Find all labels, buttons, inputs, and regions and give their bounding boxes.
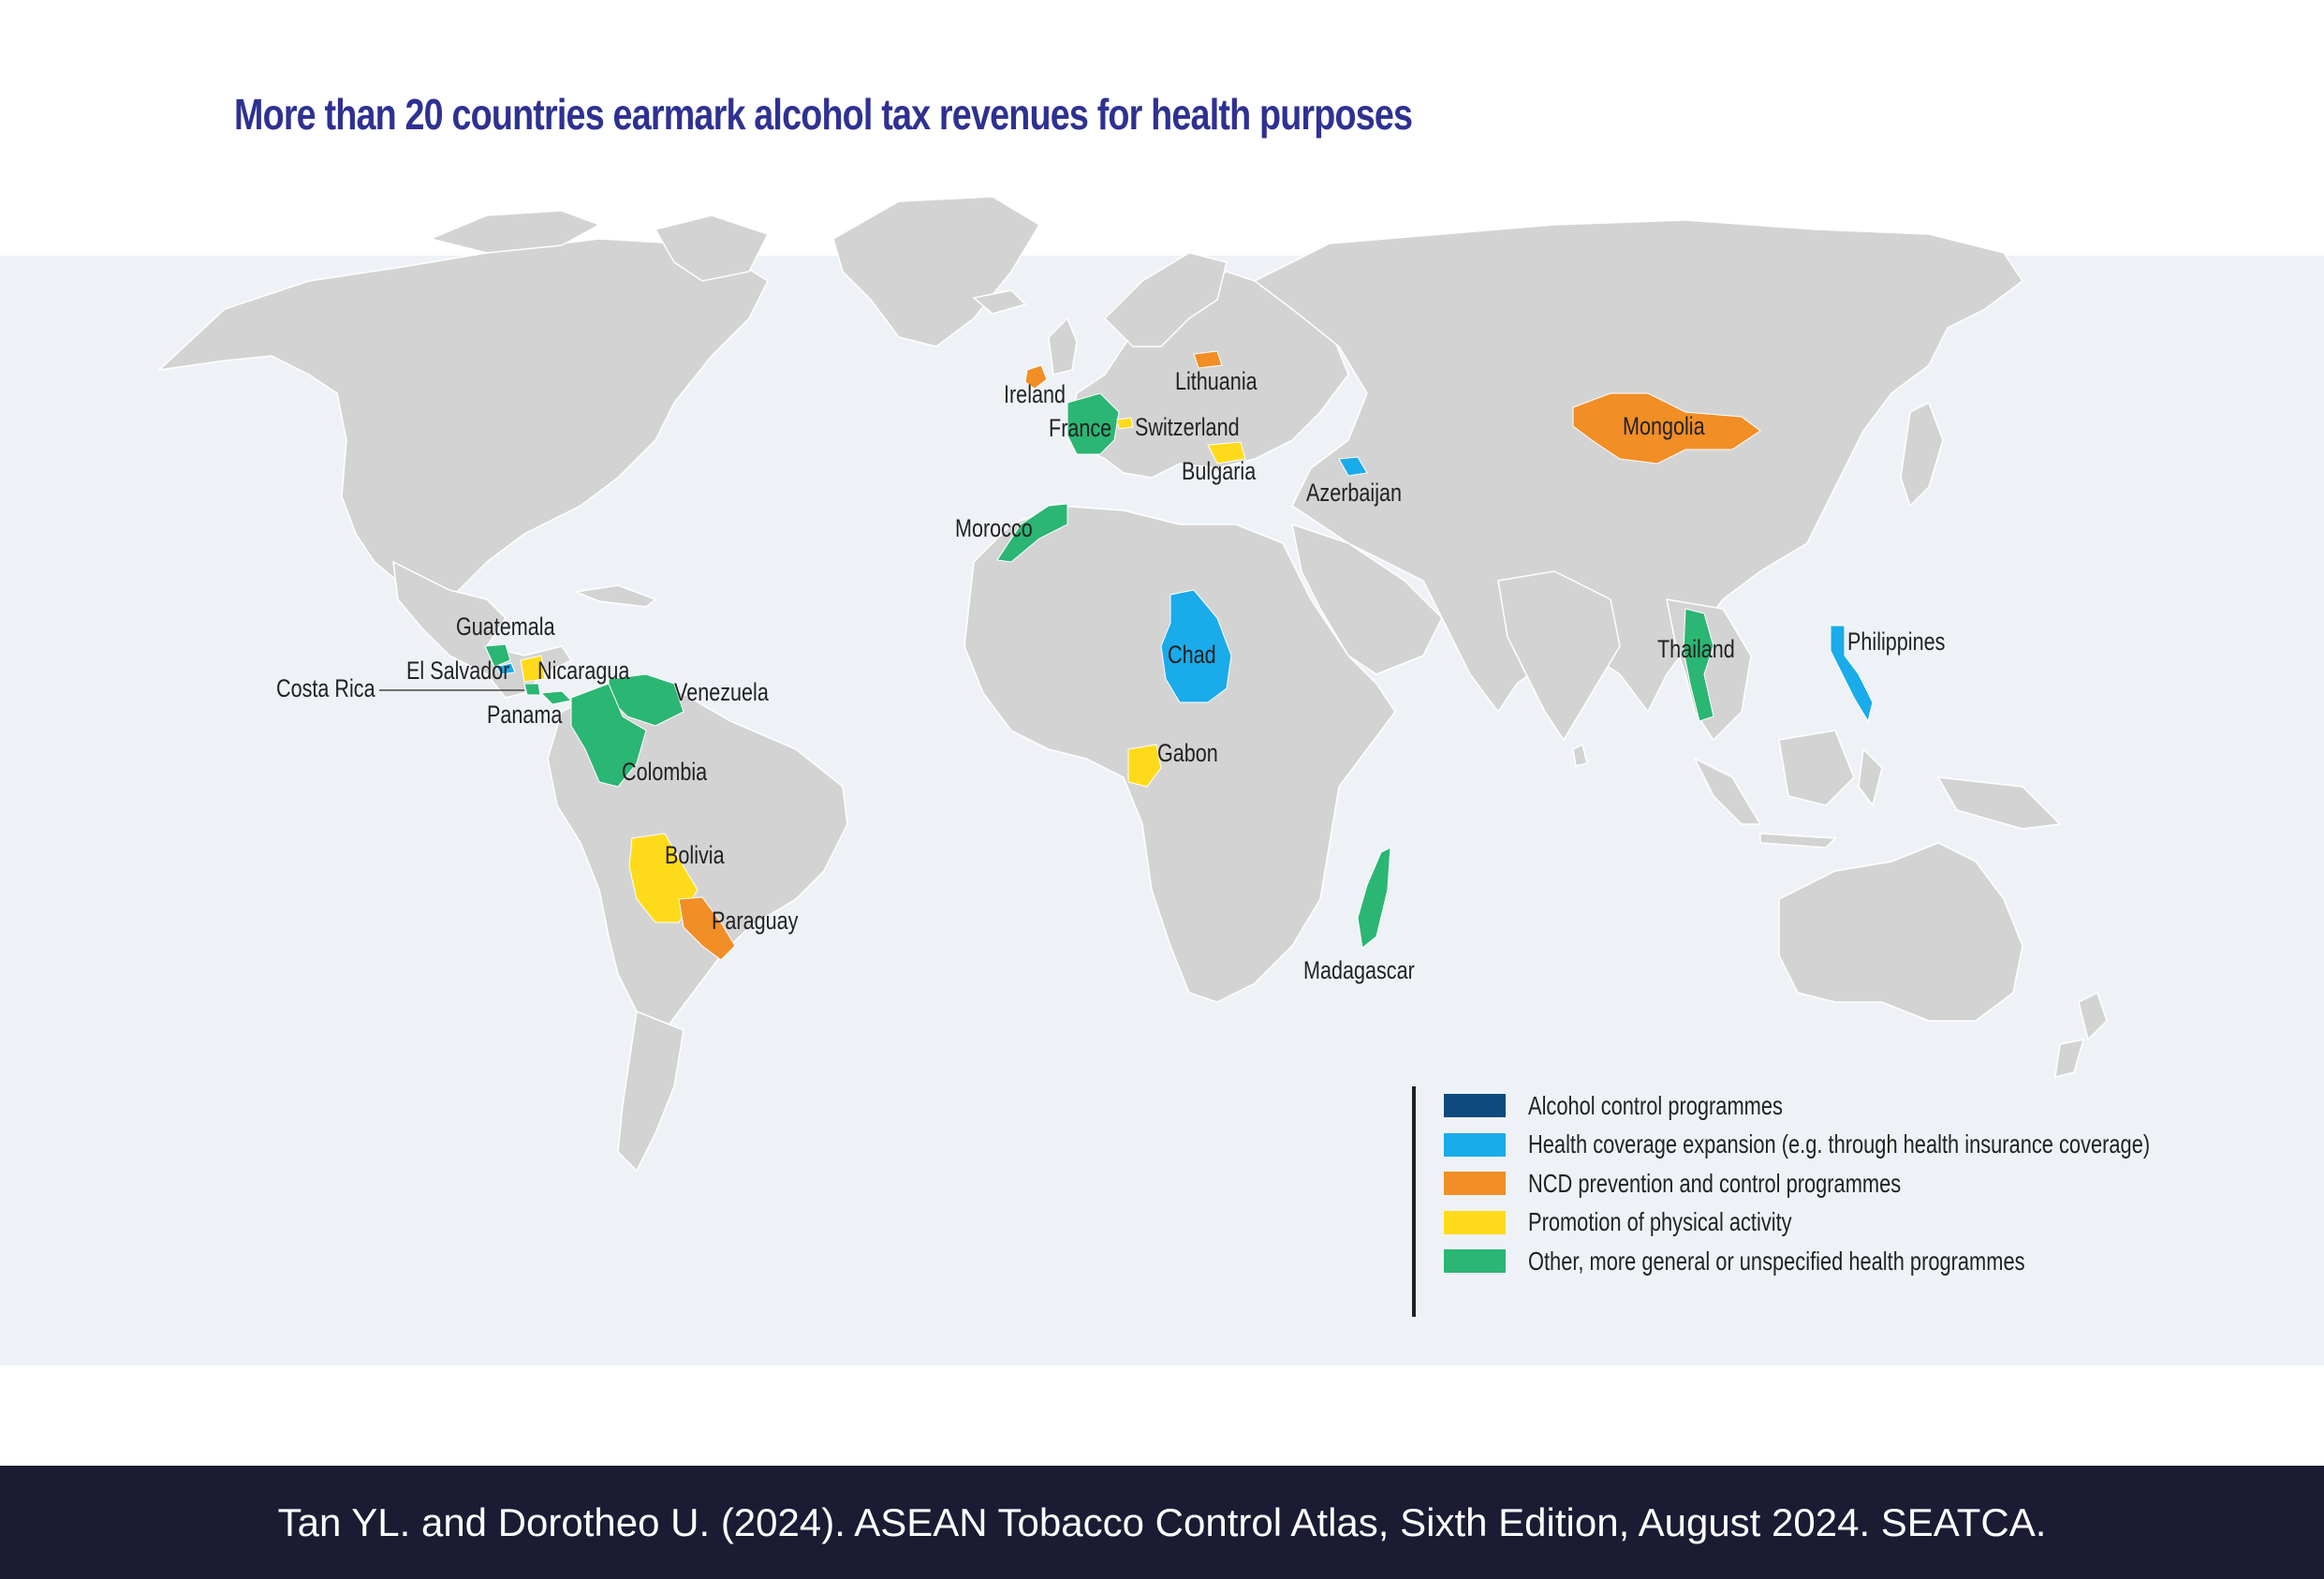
land-borneo [1778,730,1855,806]
label-madagascar: Madagascar [1303,957,1415,985]
source-citation-footer: Tan YL. and Dorotheo U. (2024). ASEAN To… [0,1466,2324,1579]
legend-swatch [1444,1132,1506,1157]
land-japan [1900,401,1944,508]
legend-label: NCD prevention and control programmes [1528,1168,1902,1198]
label-switzerland: Switzerland [1135,414,1240,442]
legend-item-ncd: NCD prevention and control programmes [1444,1164,2324,1203]
land-cuba [573,584,657,608]
country-morocco [996,503,1068,563]
label-azerbaijan: Azerbaijan [1306,480,1402,508]
country-colombia [570,683,647,788]
country-paraguay [678,896,736,961]
label-philippines: Philippines [1847,628,1945,657]
country-france [1066,392,1120,455]
country-chad [1160,589,1232,703]
land-africa [963,505,1396,1003]
label-paraguay: Paraguay [712,908,799,936]
label-lithuania: Lithuania [1175,368,1258,396]
legend-label: Alcohol control programmes [1528,1090,1783,1120]
country-switzerland [1116,417,1134,430]
country-azerbaijan [1338,456,1368,477]
land-australia [1778,842,2023,1022]
country-labels: Ireland Lithuania Mongolia France Switze… [276,368,1945,985]
label-bolivia: Bolivia [665,842,725,870]
land-new-zealand-south [2054,1039,2085,1078]
land-uk [1048,317,1078,376]
country-gabon [1127,744,1162,788]
label-venezuela: Venezuela [674,679,769,707]
country-guatemala [484,643,511,668]
label-el-salvador: El Salvador [406,657,509,686]
label-panama: Panama [487,701,563,730]
land-india [1497,570,1621,742]
label-colombia: Colombia [622,759,708,787]
highlighted-countries [484,350,1874,961]
land-arabia [1291,523,1443,675]
legend-swatch [1444,1249,1506,1274]
legend-item-health-coverage: Health coverage expansion (e.g. through … [1444,1126,2324,1165]
country-mongolia [1572,392,1761,465]
country-thailand [1683,608,1714,722]
land-sulawesi [1858,747,1883,807]
land-arctic-islands [428,210,601,254]
legend-label: Promotion of physical activity [1528,1207,1792,1237]
label-nicaragua: Nicaragua [537,657,630,686]
map-legend: Alcohol control programmes Health covera… [1412,1086,2324,1317]
label-france: France [1049,415,1111,443]
land-patagonia [617,1010,684,1173]
land-new-zealand [2078,991,2108,1041]
page-title: More than 20 countries earmark alcohol t… [234,90,1413,139]
label-gabon: Gabon [1157,740,1218,768]
label-chad: Chad [1168,642,1216,670]
legend-label: Other, more general or unspecified healt… [1528,1246,2025,1276]
country-bulgaria [1207,441,1246,465]
label-thailand: Thailand [1657,636,1735,664]
land-baffin [654,214,770,282]
land-iceland [972,289,1027,315]
country-lithuania [1193,350,1223,369]
land-sri-lanka [1572,743,1588,767]
land [156,196,2108,1173]
country-el-salvador [495,662,516,675]
legend-item-physical-activity: Promotion of physical activity [1444,1203,2324,1243]
label-mongolia: Mongolia [1623,413,1705,441]
land-scandinavia [1103,252,1228,347]
land-greenland [832,196,1041,347]
land-asia [1253,219,2024,714]
label-guatemala: Guatemala [456,613,555,642]
label-bulgaria: Bulgaria [1182,458,1257,486]
country-ireland [1024,364,1048,390]
legend-swatch [1444,1094,1506,1118]
country-nicaragua [520,655,546,683]
land-new-guinea [1936,776,2062,830]
label-morocco: Morocco [955,515,1033,543]
land-java [1759,833,1837,849]
label-ireland: Ireland [1004,381,1066,409]
country-madagascar [1357,847,1391,949]
country-philippines [1830,625,1874,723]
land-sumatra [1693,757,1762,825]
legend-item-other-health: Other, more general or unspecified healt… [1444,1242,2324,1281]
legend-item-alcohol-control: Alcohol control programmes [1444,1086,2324,1126]
legend-swatch [1444,1210,1506,1234]
legend-swatch [1444,1172,1506,1196]
label-costa-rica: Costa Rica [276,675,375,703]
legend-label: Health coverage expansion (e.g. through … [1528,1129,2151,1159]
country-costa-rica [523,683,541,696]
